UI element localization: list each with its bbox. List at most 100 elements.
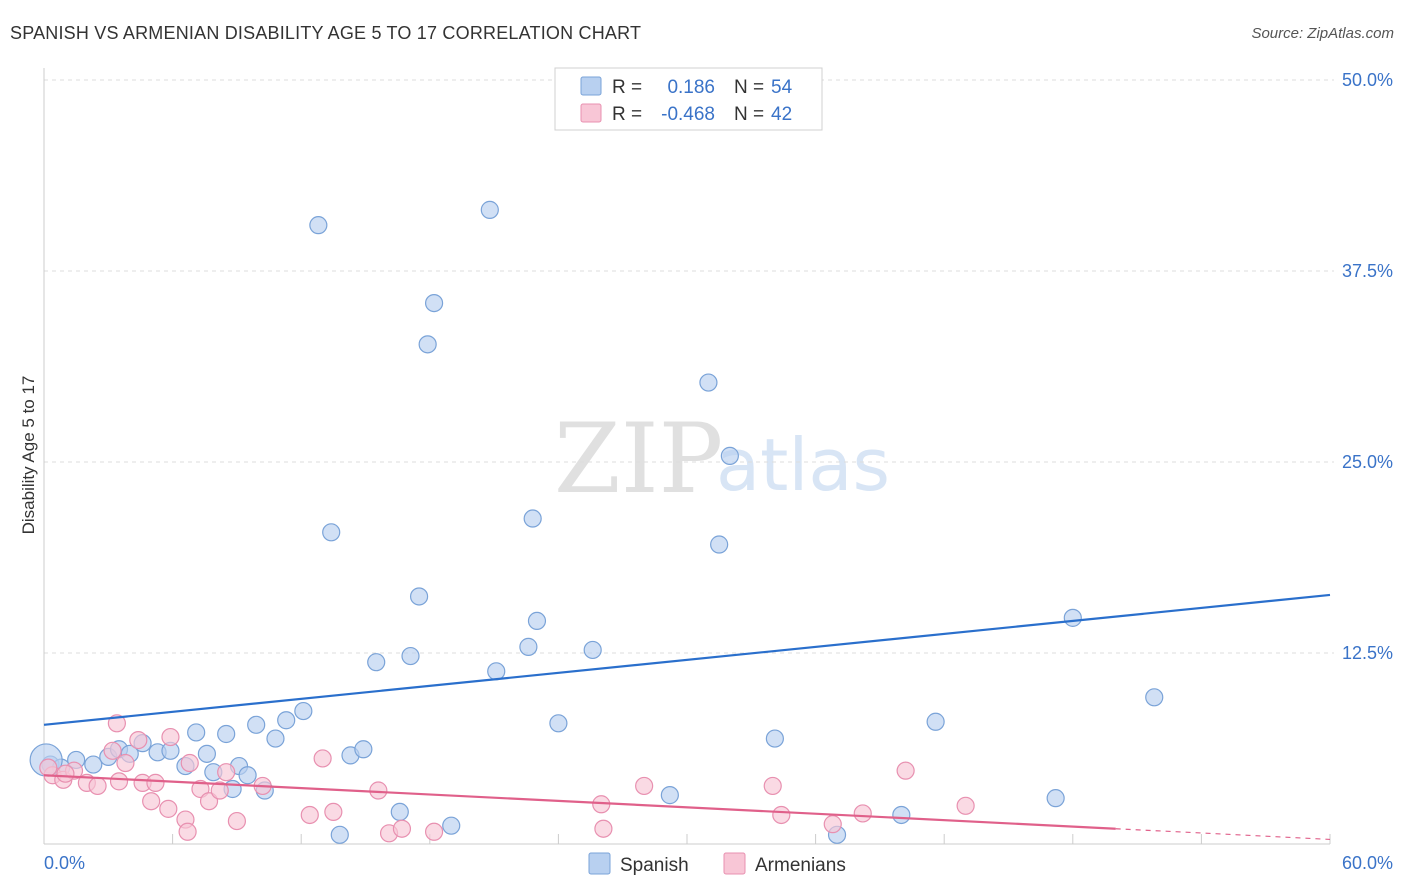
axes — [43, 68, 1331, 845]
armenian-series — [39, 714, 975, 843]
armenian-legend-label: Armenians — [755, 855, 846, 876]
armenian-swatch — [580, 103, 602, 123]
data-point — [772, 805, 791, 825]
data-point — [129, 730, 148, 750]
armenian-n-value: 42 — [771, 104, 792, 125]
data-point — [523, 509, 542, 528]
series-legend: Spanish Armenians — [588, 852, 846, 876]
data-point — [266, 729, 285, 748]
y-tick-label: 37.5% — [1342, 261, 1393, 281]
data-point — [107, 714, 126, 733]
chart-title: SPANISH VS ARMENIAN DISABILITY AGE 5 TO … — [10, 23, 642, 43]
data-point — [313, 749, 332, 768]
data-point — [392, 819, 412, 838]
y-tick-labels: 12.5% 25.0% 37.5% 50.0% — [1342, 70, 1393, 663]
spanish-legend-swatch — [588, 852, 611, 875]
spanish-series — [29, 200, 1164, 844]
data-point — [480, 200, 499, 219]
data-point — [1063, 608, 1082, 627]
armenian-r-value: -0.468 — [661, 104, 715, 125]
data-point — [519, 637, 538, 656]
data-point — [763, 776, 782, 796]
spanish-trend-line — [43, 593, 1331, 726]
x-tick-min: 0.0% — [44, 853, 85, 873]
data-point — [324, 802, 343, 822]
data-point — [247, 715, 266, 734]
data-point — [309, 216, 328, 235]
spanish-n-value: 54 — [771, 77, 793, 98]
spanish-n-label: N = — [734, 77, 764, 98]
data-point — [88, 776, 107, 796]
data-point — [354, 740, 373, 759]
spanish-r-value: 0.186 — [667, 77, 715, 98]
data-point — [594, 819, 613, 838]
data-point — [418, 335, 437, 354]
data-point — [424, 293, 444, 313]
data-point — [892, 805, 911, 825]
grid-lines — [44, 79, 1334, 654]
data-point — [159, 799, 178, 818]
armenian-trend-extension — [1115, 828, 1331, 841]
data-point — [660, 786, 679, 805]
data-point — [926, 712, 945, 731]
spanish-swatch — [580, 76, 602, 96]
data-point — [187, 723, 206, 742]
x-tick-max: 60.0% — [1342, 853, 1393, 873]
data-point — [367, 653, 386, 672]
data-point — [217, 763, 236, 782]
data-point — [424, 822, 444, 841]
data-point — [84, 755, 103, 774]
data-point — [103, 741, 122, 760]
data-point — [409, 587, 429, 606]
data-point — [369, 781, 388, 800]
data-point — [217, 724, 236, 744]
data-point — [710, 535, 729, 554]
data-point — [197, 744, 216, 763]
data-point — [1046, 789, 1065, 808]
data-point — [142, 792, 161, 811]
data-point — [442, 816, 461, 835]
data-point — [956, 796, 975, 815]
data-point — [178, 822, 197, 841]
y-axis-label: Disability Age 5 to 17 — [19, 376, 38, 535]
data-point — [161, 727, 180, 747]
data-point — [390, 802, 409, 822]
data-point — [210, 781, 229, 800]
chart-source: Source: ZipAtlas.com — [1251, 25, 1394, 42]
spanish-legend-label: Spanish — [620, 855, 689, 876]
data-point — [635, 776, 654, 796]
data-point — [583, 640, 602, 660]
data-point — [109, 772, 129, 791]
data-point — [549, 714, 568, 733]
y-tick-label: 25.0% — [1342, 452, 1393, 472]
y-tick-label: 12.5% — [1342, 643, 1393, 663]
data-point — [322, 523, 341, 542]
data-point — [720, 446, 739, 465]
armenian-trend-line — [43, 774, 1116, 830]
data-point — [1145, 688, 1164, 707]
data-point — [896, 761, 915, 780]
data-point — [277, 711, 296, 730]
data-point — [823, 815, 842, 834]
data-point — [180, 753, 199, 773]
data-point — [699, 373, 718, 392]
watermark-atlas: atlas — [716, 423, 890, 507]
armenian-legend-swatch — [723, 852, 746, 875]
data-point — [853, 804, 872, 823]
data-point — [300, 805, 319, 825]
data-point — [765, 729, 784, 748]
data-point — [294, 701, 313, 721]
data-point — [227, 811, 246, 831]
watermark-zip: ZIP — [554, 403, 723, 515]
data-point — [238, 766, 257, 785]
data-point — [116, 753, 135, 773]
data-point — [39, 758, 58, 777]
spanish-r-label: R = — [612, 77, 642, 98]
data-point — [146, 773, 165, 792]
stats-legend: R = 0.186 N = 54 R = -0.468 N = 42 — [554, 67, 823, 131]
data-point — [56, 764, 75, 783]
data-point — [401, 646, 420, 666]
data-point — [199, 792, 219, 811]
data-point — [487, 662, 506, 681]
trend-lines — [43, 593, 1331, 841]
